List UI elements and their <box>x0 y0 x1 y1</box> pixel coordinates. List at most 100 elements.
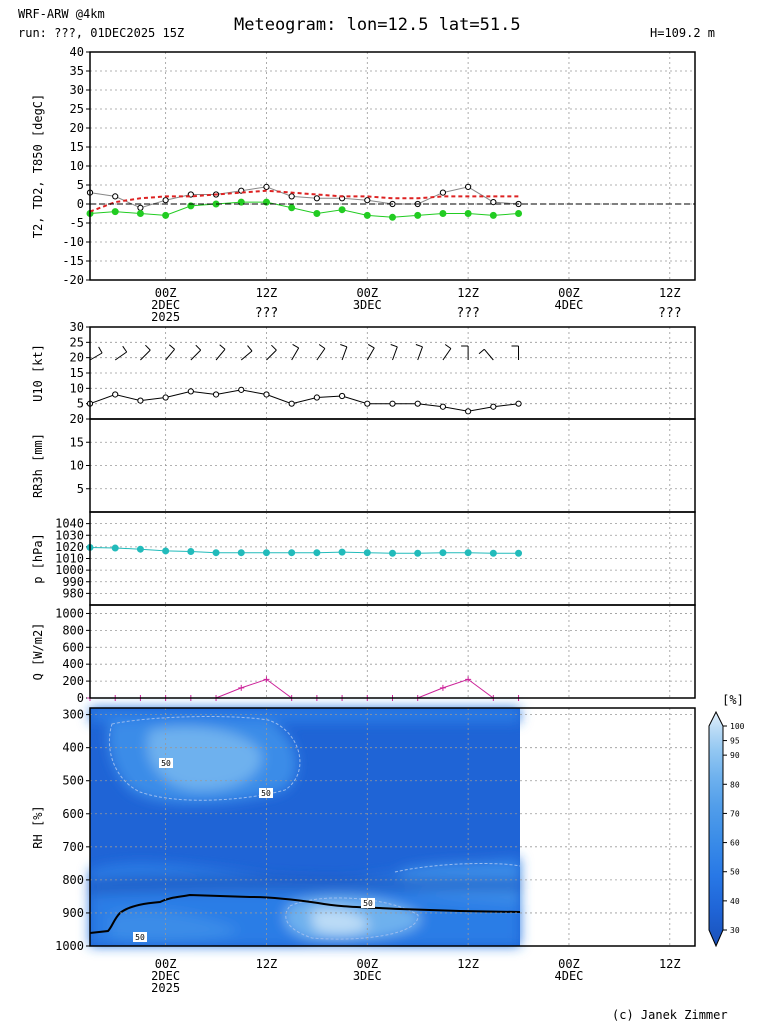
data-point-u10 <box>263 391 270 398</box>
x-tick-label: 00Z <box>356 286 378 300</box>
wind-barb <box>478 348 494 361</box>
y-tick-label: 10 <box>70 459 84 473</box>
x-tick-label: 12Z <box>659 286 681 300</box>
y-tick-label: 5 <box>77 178 84 192</box>
data-point-u10 <box>238 386 245 393</box>
data-point-u10 <box>515 400 522 407</box>
model-label: WRF-ARW @4km <box>18 7 105 21</box>
data-point-t2 <box>112 193 119 200</box>
y-tick-label: 5 <box>77 397 84 411</box>
rh-contour-label: 50 <box>259 788 273 798</box>
data-point-p <box>389 549 396 557</box>
y-tick-label: 1000 <box>55 606 84 620</box>
data-point-p <box>237 549 245 557</box>
weekday-label: ??? <box>456 306 479 321</box>
wind-barb <box>366 343 375 361</box>
y-tick-label: 20 <box>70 412 84 426</box>
x-tick-label: 12Z <box>256 286 278 300</box>
wind-barb <box>114 345 128 361</box>
y-tick-label: 25 <box>70 335 84 349</box>
data-point-p <box>515 549 523 557</box>
data-point-p <box>439 549 447 557</box>
data-point-p <box>111 544 119 552</box>
y-axis-label: p [hPa] <box>31 533 45 584</box>
series-line-q <box>90 678 519 699</box>
x-tick-label: 12Z <box>457 286 479 300</box>
x-tick-label: 3DEC <box>353 969 382 983</box>
y-tick-label: 15 <box>70 366 84 380</box>
panel-frame <box>89 604 696 699</box>
y-tick-label: 980 <box>62 586 84 600</box>
data-point-p <box>288 549 296 557</box>
data-point-td2 <box>111 208 119 216</box>
x-tick-label: 2025 <box>151 981 180 995</box>
data-point-p <box>414 549 422 557</box>
wind-barb <box>240 345 253 361</box>
data-point-td2 <box>489 211 497 219</box>
data-point-u10 <box>465 408 472 415</box>
data-point-q <box>263 676 270 683</box>
wind-barb <box>266 344 277 361</box>
data-point-u10 <box>187 388 194 395</box>
wind-barb <box>461 345 469 361</box>
y-tick-label: 0 <box>77 197 84 211</box>
x-tick-label: 4DEC <box>555 969 584 983</box>
data-point-td2 <box>515 210 523 217</box>
data-point-p <box>136 545 144 553</box>
series-line-u10 <box>89 389 519 412</box>
series-line-t2 <box>89 186 519 209</box>
wind-barb <box>165 344 175 361</box>
data-point-td2 <box>464 210 472 217</box>
y-tick-label: 500 <box>62 774 84 788</box>
x-tick-label: 00Z <box>558 957 580 971</box>
panel-6: 300 400 500 600 700 800 900 1000 RH [%] <box>31 707 696 953</box>
y-tick-label: 800 <box>62 873 84 887</box>
series-line-p <box>89 547 519 554</box>
data-point-u10 <box>288 400 295 407</box>
data-point-t2 <box>364 197 371 204</box>
y-axis-label: Q [W/m2] <box>31 623 45 681</box>
data-point-p <box>187 548 195 556</box>
wind-barb <box>190 344 202 361</box>
wind-barb <box>340 344 348 361</box>
y-tick-label: -10 <box>62 235 84 249</box>
data-point-u10 <box>162 394 169 401</box>
data-point-p <box>162 547 170 555</box>
colorbar-label: 70 <box>730 809 740 818</box>
panel-3: 5 10 15 20 RR3h [mm] <box>31 412 696 513</box>
data-point-q <box>465 676 472 683</box>
rh-boundary-line <box>89 893 521 934</box>
data-point-td2 <box>288 204 296 212</box>
y-tick-label: 400 <box>62 741 84 755</box>
wind-barb <box>89 346 103 361</box>
y-axis-label: U10 [kt] <box>31 344 45 402</box>
data-point-t2 <box>313 195 320 202</box>
x-tick-label: 00Z <box>558 286 580 300</box>
y-tick-label: 990 <box>62 575 84 589</box>
y-tick-label: 35 <box>70 64 84 78</box>
data-point-td2 <box>136 210 144 217</box>
data-point-t2 <box>288 193 295 200</box>
colorbar-label: 95 <box>730 737 740 746</box>
data-point-td2 <box>313 210 321 217</box>
wind-barb <box>511 345 520 361</box>
wind-barb <box>291 343 300 361</box>
y-tick-label: -5 <box>70 216 84 230</box>
y-tick-label: 25 <box>70 102 84 116</box>
data-point-p <box>464 549 472 557</box>
x-tick-label: 12Z <box>457 957 479 971</box>
data-point-td2 <box>338 206 346 214</box>
rh-contour-label: 50 <box>133 932 147 942</box>
rh-contour-label: 50 <box>361 898 375 908</box>
colorbar-label: 80 <box>730 780 740 789</box>
y-tick-label: 1010 <box>55 552 84 566</box>
x-tick-label: 4DEC <box>555 298 584 312</box>
colorbar-label: 100 <box>730 722 745 731</box>
colorbar-label: 40 <box>730 897 740 906</box>
data-point-td2 <box>389 213 396 221</box>
data-point-u10 <box>490 403 497 410</box>
series-line-t850 <box>89 189 519 213</box>
